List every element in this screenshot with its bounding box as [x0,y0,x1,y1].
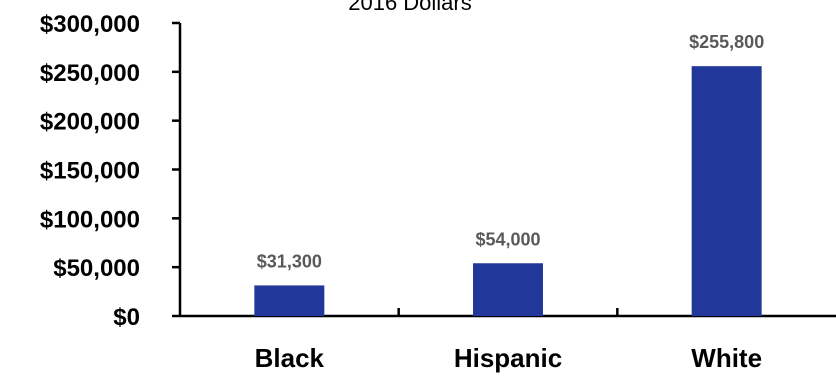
plot-area: $0 $50,000 $100,000 $150,000 $200,000 $250,00… [40,11,836,373]
bar-hispanic [473,263,543,316]
y-tick-label: $150,000 [40,158,140,185]
bar-white [691,66,762,316]
y-tick-label: $300,000 [40,11,140,38]
x-tick-label: Black [255,343,325,373]
chart-subtitle: 2016 Dollars [348,0,472,15]
x-tick-label: White [691,343,762,373]
data-label: $31,300 [257,251,322,271]
y-tick-label: $50,000 [53,255,140,282]
x-tick-label: Hispanic [454,343,562,373]
data-label: $255,800 [689,32,764,52]
y-tick-label: $0 [113,304,140,331]
y-tick-label: $100,000 [40,206,140,233]
y-tick-label: $200,000 [40,109,140,136]
bar-black [254,285,325,316]
data-label: $54,000 [475,229,540,249]
y-tick-label: $250,000 [40,60,140,87]
